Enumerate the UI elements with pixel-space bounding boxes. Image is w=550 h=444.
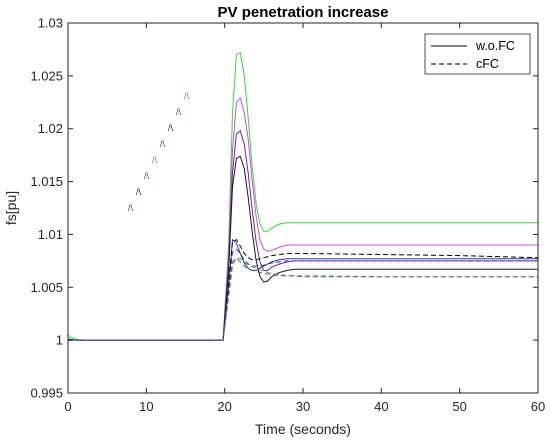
legend-label-wofc: w.o.FC [475,39,515,53]
series-line-cfc-8 [68,258,538,341]
y-tick-label: 0.995 [30,386,63,401]
legend: w.o.FC cFC [424,33,531,75]
decoration-label: /\ [128,203,134,213]
x-tick-label: 10 [139,399,153,414]
decoration-label: /\ [144,171,150,181]
x-tick-label: 0 [64,399,71,414]
y-tick-label: 1.01 [38,227,63,242]
y-tick-label: 1 [56,333,63,348]
y-tick-label: 1.025 [30,68,63,83]
decoration-label: /\ [160,139,166,149]
decoration-label: /\ [136,187,142,197]
y-tick-label: 1.03 [38,16,63,31]
ticks-layer: 0 10 20 30 40 50 60 0.995 1 1.005 1.01 1.015 1.02 1.0… [30,16,545,415]
y-tick-label: 1.005 [30,280,63,295]
series-layer [67,51,539,341]
x-tick-label: 60 [531,399,545,414]
x-tick-label: 30 [296,399,310,414]
decoration-label: /\ [184,91,190,101]
y-tick-label: 1.02 [38,121,63,136]
y-tick-label: 1.015 [30,174,63,189]
x-axis-title: Time (seconds) [255,421,351,437]
legend-label-cfc: cFC [476,57,499,71]
x-tick-label: 20 [217,399,231,414]
decoration-label: /\ [168,123,174,133]
decoration-label: /\ [152,155,158,165]
chart-title: PV penetration increase [218,4,389,21]
plot-area [68,23,538,393]
y-axis-title: fs[pu] [3,191,19,225]
decoration-label: /\ [176,107,182,117]
x-tick-label: 40 [374,399,388,414]
x-tick-label: 50 [452,399,466,414]
legend-box [424,33,531,75]
decoration-layer: /\/\/\/\/\/\/\/\ [128,91,190,213]
